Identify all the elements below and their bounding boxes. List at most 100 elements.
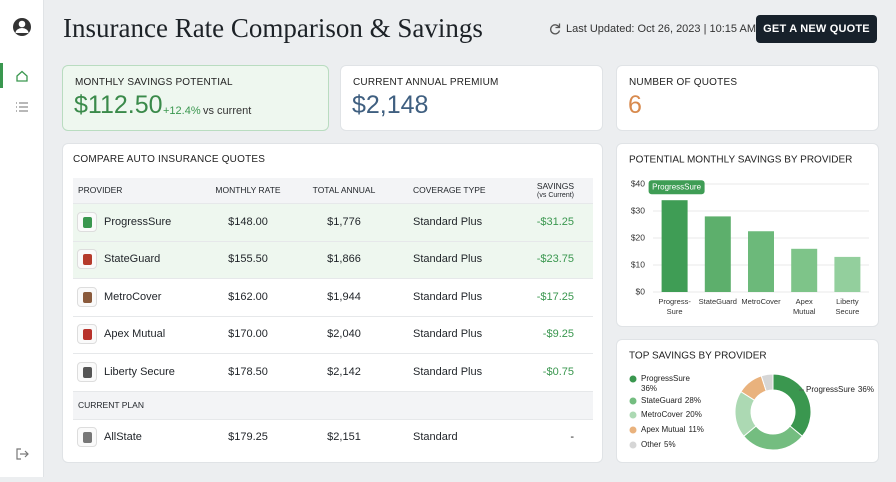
- table-header-row: [73, 178, 593, 203]
- legend-swatch: [629, 426, 637, 434]
- annotation: ProgressSure: [652, 182, 701, 191]
- kpi-card: CURRENT ANNUAL PREMIUM $2,148: [340, 65, 603, 131]
- page-title: Insurance Rate Comparison & Savings: [63, 13, 483, 43]
- provider-name: Liberty Secure: [104, 365, 175, 378]
- new-quote-button[interactable]: GET A NEW QUOTE: [756, 15, 877, 43]
- y-tick-label: $10: [631, 259, 645, 269]
- provider-icon: [77, 324, 97, 345]
- table-row: [73, 240, 593, 278]
- legend-swatch: [629, 397, 637, 405]
- x-tick-label: Sure: [667, 307, 683, 316]
- avatar-body: [15, 28, 29, 33]
- bar: [661, 200, 688, 292]
- column-header: TOTAL ANNUAL: [312, 185, 376, 195]
- legend-label: Other 5%: [641, 440, 676, 449]
- quotes-table-card: COMPARE AUTO INSURANCE QUOTES PROVIDER MO…: [62, 143, 603, 463]
- bar-chart-card: POTENTIAL MONTHLY SAVINGS BY PROVIDER $0 $…: [616, 143, 879, 327]
- table-cell: $1,866: [327, 253, 361, 266]
- legend-value: 28%: [685, 396, 701, 405]
- bar-chart: POTENTIAL MONTHLY SAVINGS BY PROVIDER $0 $…: [629, 155, 869, 316]
- y-tick-label: $20: [631, 232, 645, 242]
- legend-swatch: [629, 411, 637, 419]
- table-title: COMPARE AUTO INSURANCE QUOTES: [73, 154, 266, 165]
- table-cell: $162.00: [228, 290, 268, 303]
- provider-icon: [77, 249, 97, 270]
- table-cell: Standard Plus: [413, 290, 483, 303]
- kpi-card: MONTHLY SAVINGS POTENTIAL $112.50 +12.4%…: [62, 65, 329, 131]
- legend-name: Apex Mutual: [641, 425, 686, 434]
- kpi-label: CURRENT ANNUAL PREMIUM: [353, 77, 499, 88]
- provider-icon-mark: [83, 216, 92, 228]
- list-icon[interactable]: [16, 102, 28, 112]
- table-cell: $178.50: [228, 365, 268, 378]
- x-tick-label: StateGuard: [699, 297, 737, 306]
- donut-segment: [760, 373, 774, 392]
- callout-value: 36%: [858, 385, 874, 394]
- logout-icon[interactable]: [16, 448, 29, 460]
- legend-label: ProgressSure 36%: [641, 374, 690, 393]
- table-cell: $179.25: [228, 431, 268, 443]
- donut-segment: [772, 373, 812, 437]
- column-subheader: (vs Current): [537, 192, 574, 199]
- legend-value: 5%: [664, 440, 676, 449]
- table-cell: Standard: [413, 431, 458, 443]
- provider-name: MetroCover: [104, 290, 162, 303]
- kpi-note: vs current: [203, 105, 252, 117]
- table-cell: -$17.25: [536, 290, 574, 303]
- legend-label: StateGuard 28%: [641, 396, 701, 405]
- table-cell: Standard Plus: [413, 215, 483, 228]
- kpi-label: MONTHLY SAVINGS POTENTIAL: [75, 77, 233, 88]
- legend-swatch: [629, 375, 637, 383]
- provider-icon: [77, 361, 97, 382]
- x-tick-label: Mutual: [793, 307, 816, 316]
- table-cell: $170.00: [228, 328, 268, 341]
- table-cell: $148.00: [228, 215, 268, 228]
- x-tick-label: Liberty: [836, 297, 859, 306]
- chart-title: POTENTIAL MONTHLY SAVINGS BY PROVIDER: [629, 155, 852, 166]
- column-header: COVERAGE TYPE: [413, 185, 486, 195]
- table-cell: -: [570, 431, 574, 443]
- y-tick-label: $0: [636, 286, 646, 296]
- table-cell: -$31.25: [536, 215, 574, 228]
- table-cell: $155.50: [228, 253, 268, 266]
- provider-icon: [77, 427, 97, 447]
- legend-label: Apex Mutual 11%: [641, 425, 704, 434]
- legend-value: 20%: [686, 410, 702, 419]
- table-cell: -$23.75: [536, 253, 574, 266]
- avatar-head: [18, 20, 26, 28]
- table-cell: -$9.25: [542, 328, 574, 341]
- refresh-icon[interactable]: [548, 22, 562, 36]
- column-header: SAVINGS: [536, 181, 574, 191]
- active-indicator: [0, 63, 3, 88]
- provider-icon: [77, 211, 97, 232]
- kpi-value: $112.50: [74, 91, 163, 119]
- provider-icon: [77, 286, 97, 307]
- table-cell: Standard Plus: [413, 253, 483, 266]
- column-header: MONTHLY RATE: [215, 185, 281, 195]
- table-row: [73, 315, 593, 353]
- provider-icon-mark: [83, 432, 92, 443]
- bar: [834, 256, 861, 292]
- legend-name: MetroCover: [641, 410, 683, 419]
- provider-icon-mark: [83, 366, 92, 378]
- column-header: PROVIDER: [78, 185, 123, 195]
- x-tick-label: Progress-: [658, 297, 691, 306]
- kpi-value: $2,148: [352, 91, 429, 119]
- bar: [791, 248, 818, 292]
- annotation-box: [648, 180, 705, 195]
- y-tick-label: $30: [631, 205, 645, 215]
- x-tick-label: Secure: [836, 307, 860, 316]
- table-row: [73, 203, 593, 241]
- table-cell: $2,040: [327, 328, 361, 341]
- table-cell: $1,944: [327, 290, 361, 303]
- callout-name: ProgressSure: [806, 385, 855, 394]
- home-icon[interactable]: [16, 70, 28, 82]
- table-cell: Standard Plus: [413, 365, 483, 378]
- bar: [704, 216, 731, 292]
- legend-swatch: [629, 441, 637, 449]
- y-tick-label: $40: [631, 178, 645, 188]
- kpi-value: 6: [628, 91, 642, 119]
- current-plan-label: CURRENT PLAN: [78, 400, 144, 410]
- provider-name: StateGuard: [104, 253, 161, 266]
